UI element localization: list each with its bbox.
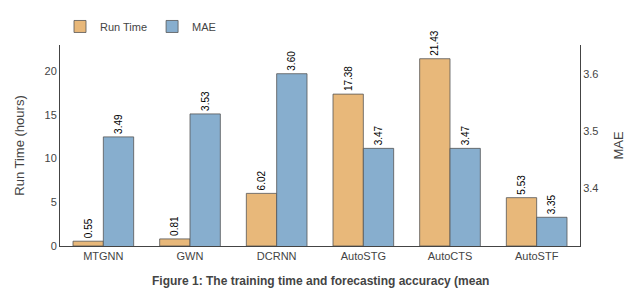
svg-text:Figure 1: The training time an: Figure 1: The training time and forecast… <box>152 274 489 288</box>
svg-text:DCRNN: DCRNN <box>257 250 297 262</box>
svg-text:5: 5 <box>51 196 57 208</box>
svg-text:3.47: 3.47 <box>460 125 471 145</box>
svg-text:3.47: 3.47 <box>373 125 384 145</box>
svg-text:Run Time: Run Time <box>100 21 147 33</box>
svg-text:Run Time (hours): Run Time (hours) <box>12 95 27 195</box>
svg-text:6.02: 6.02 <box>256 170 267 190</box>
svg-text:MAE: MAE <box>192 21 216 33</box>
svg-text:0: 0 <box>51 240 57 252</box>
svg-text:AutoCTS: AutoCTS <box>428 250 473 262</box>
svg-text:21.43: 21.43 <box>429 30 440 55</box>
svg-text:0.81: 0.81 <box>169 216 180 236</box>
svg-text:3.49: 3.49 <box>113 114 124 134</box>
svg-text:3.5: 3.5 <box>583 125 598 137</box>
svg-text:AutoSTF: AutoSTF <box>515 250 559 262</box>
svg-text:0.55: 0.55 <box>83 218 94 238</box>
svg-text:10: 10 <box>45 152 57 164</box>
svg-text:3.4: 3.4 <box>583 182 598 194</box>
svg-text:3.6: 3.6 <box>583 68 598 80</box>
svg-text:5.53: 5.53 <box>516 175 527 195</box>
svg-text:15: 15 <box>45 109 57 121</box>
svg-text:AutoSTG: AutoSTG <box>341 250 386 262</box>
svg-text:17.38: 17.38 <box>343 66 354 91</box>
svg-text:MAE: MAE <box>611 131 626 160</box>
svg-text:3.60: 3.60 <box>286 51 297 71</box>
svg-text:3.35: 3.35 <box>546 194 557 214</box>
svg-text:MTGNN: MTGNN <box>83 250 123 262</box>
svg-text:3.53: 3.53 <box>200 91 211 111</box>
svg-text:20: 20 <box>45 65 57 77</box>
svg-text:GWN: GWN <box>177 250 204 262</box>
